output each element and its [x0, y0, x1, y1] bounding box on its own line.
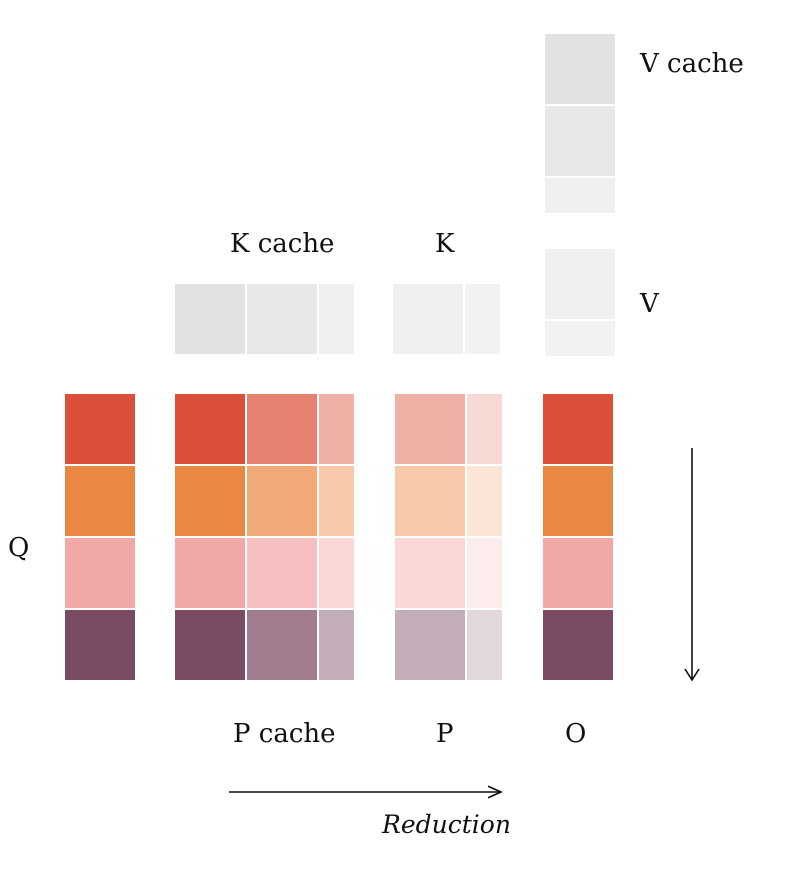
p-cache-tile-r4-c1	[175, 610, 245, 680]
p-cache-tile-r3-c1	[175, 538, 245, 608]
p-cache-tile-r2-c3	[319, 466, 354, 536]
v-cache-tile-3	[545, 178, 615, 213]
k-cache-tile-1	[175, 284, 245, 354]
v-tile-1	[545, 249, 615, 319]
p-tile-r2-c2	[467, 466, 502, 536]
p-tile-r3-c1	[395, 538, 465, 608]
k-block	[393, 284, 500, 354]
p-cache-tile-r2-c2	[247, 466, 317, 536]
p-cache-label: P cache	[233, 719, 336, 749]
p-cache-tile-r2-c1	[175, 466, 245, 536]
p-label: P	[436, 719, 454, 749]
q-tile-r3-c1	[65, 538, 135, 608]
v-block	[545, 249, 615, 356]
p-tile-r3-c2	[467, 538, 502, 608]
k-tile-2	[465, 284, 500, 354]
v-cache-tile-1	[545, 34, 615, 104]
q-tile-r1-c1	[65, 394, 135, 464]
q-tile-r4-c1	[65, 610, 135, 680]
p-tile-r4-c2	[467, 610, 502, 680]
down-arrow	[684, 448, 700, 682]
o-block	[543, 394, 613, 680]
p-cache-tile-r3-c3	[319, 538, 354, 608]
p-cache-tile-r1-c3	[319, 394, 354, 464]
q-label: Q	[8, 533, 29, 563]
q-block	[65, 394, 135, 680]
k-tile-1	[393, 284, 463, 354]
p-cache-tile-r1-c1	[175, 394, 245, 464]
reduction-label: Reduction	[381, 810, 511, 839]
o-tile-r3-c1	[543, 538, 613, 608]
v-cache-block	[545, 34, 615, 213]
v-cache-tile-2	[545, 106, 615, 176]
p-cache-tile-r1-c2	[247, 394, 317, 464]
p-cache-tile-r3-c2	[247, 538, 317, 608]
k-cache-tile-3	[319, 284, 354, 354]
o-tile-r4-c1	[543, 610, 613, 680]
k-cache-block	[175, 284, 354, 354]
o-tile-r2-c1	[543, 466, 613, 536]
p-tile-r1-c1	[395, 394, 465, 464]
k-cache-tile-2	[247, 284, 317, 354]
p-cache-tile-r4-c3	[319, 610, 354, 680]
p-tile-r4-c1	[395, 610, 465, 680]
p-tile-r1-c2	[467, 394, 502, 464]
p-tile-r2-c1	[395, 466, 465, 536]
v-label: V	[639, 289, 660, 319]
o-label: O	[565, 719, 586, 749]
k-cache-label: K cache	[230, 229, 334, 259]
p-cache-block	[175, 394, 354, 680]
p-cache-tile-r4-c2	[247, 610, 317, 680]
q-tile-r2-c1	[65, 466, 135, 536]
v-cache-label: V cache	[639, 49, 744, 79]
o-tile-r1-c1	[543, 394, 613, 464]
v-tile-2	[545, 321, 615, 356]
k-label: K	[435, 229, 455, 259]
p-block	[395, 394, 502, 680]
